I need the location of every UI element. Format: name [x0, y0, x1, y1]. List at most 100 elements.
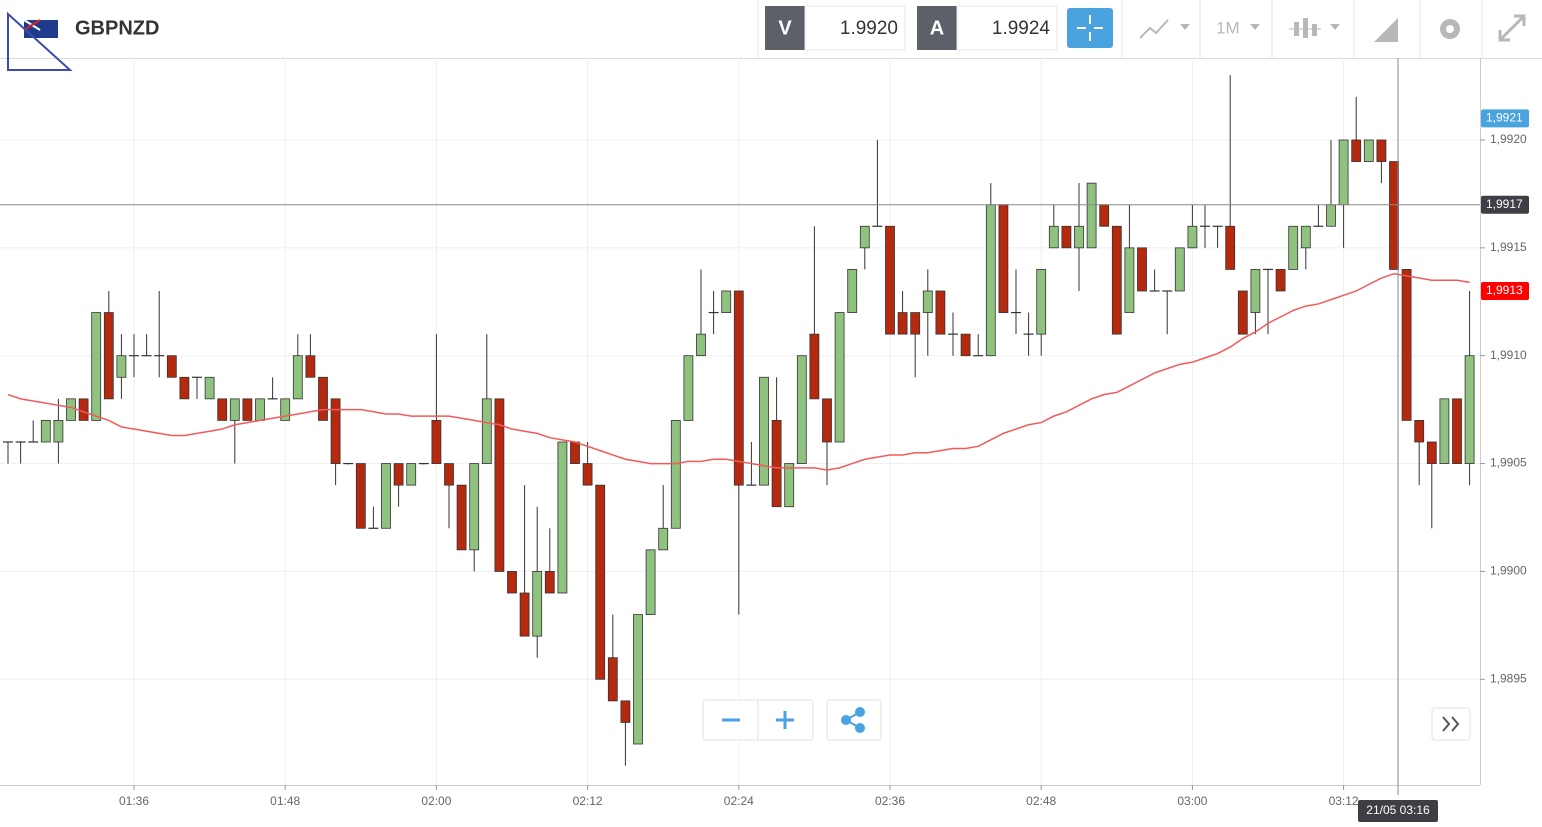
- toolbar-icons[interactable]: [1139, 14, 1526, 42]
- candle-body: [330, 398, 341, 464]
- candle-body: [91, 312, 102, 421]
- buy-label: A: [930, 17, 944, 39]
- candle-body: [1426, 441, 1437, 464]
- candle-body: [759, 376, 769, 486]
- symbol: GBPNZD: [75, 17, 159, 39]
- x-tick-label: 02:36: [875, 794, 905, 808]
- price-marker-label: 1,9917: [1486, 197, 1523, 211]
- candle-body: [1250, 269, 1261, 313]
- zoom-in[interactable]: [776, 711, 794, 729]
- x-tick-label: 02:00: [421, 794, 451, 808]
- flag: [7, 11, 73, 71]
- candle-body: [255, 398, 265, 421]
- x-tick-label: 02:24: [724, 794, 754, 808]
- candle-body: [280, 398, 291, 421]
- candle-body: [1338, 139, 1349, 206]
- candle-body: [103, 312, 114, 400]
- toolbar-dividers: [757, 0, 1483, 58]
- sell-price-box: [804, 5, 906, 51]
- candle-body: [1137, 247, 1147, 292]
- plot: 1,9895 1,9900 1,9905 1,9910 1,9915 1,9920 01:3…: [0, 58, 1529, 808]
- candle-body: [393, 463, 404, 486]
- y-tick-label: 1,9900: [1490, 564, 1527, 578]
- candle-body: [1351, 139, 1362, 162]
- candle-body: [78, 398, 89, 421]
- candle-body: [771, 420, 782, 508]
- x-tick-label: 03:12: [1329, 794, 1359, 808]
- crosshair-button[interactable]: [1067, 8, 1113, 48]
- moving-average: [7, 272, 1470, 471]
- timeframe[interactable]: 1M: [1216, 18, 1240, 37]
- candle-body: [1326, 204, 1336, 227]
- candle-body: [1124, 247, 1135, 313]
- candle-body: [1452, 398, 1462, 464]
- candle-body: [1061, 225, 1072, 249]
- candle-body: [519, 592, 530, 637]
- candle-body: [1187, 225, 1198, 249]
- candle-body: [834, 312, 845, 443]
- y-tick-label: 1,9895: [1490, 671, 1527, 685]
- candle-body: [570, 441, 580, 464]
- y-tick-label: 1,9915: [1490, 240, 1527, 254]
- candle-body: [582, 463, 593, 486]
- candle-body: [960, 333, 971, 357]
- candle-body: [696, 333, 706, 357]
- x-tick-label: 02:12: [573, 794, 603, 808]
- candle-body: [217, 398, 228, 421]
- x-tick-label: 02:48: [1026, 794, 1056, 808]
- candle-body: [229, 398, 240, 421]
- candle-body: [1401, 269, 1412, 421]
- share-button[interactable]: [826, 699, 882, 741]
- candle-body: [998, 204, 1009, 313]
- candle-body: [179, 376, 190, 400]
- candle-body: [1048, 225, 1059, 249]
- candle-body: [444, 463, 454, 486]
- candle-body: [1300, 225, 1311, 249]
- candle-body: [381, 463, 391, 529]
- candle-body: [796, 355, 807, 464]
- candle-body: [721, 290, 732, 313]
- candle-body: [595, 484, 606, 680]
- candle-body: [885, 225, 895, 335]
- candle-body: [985, 204, 996, 357]
- candle-body: [1439, 398, 1450, 464]
- candle-body: [40, 420, 51, 443]
- sell-button[interactable]: [765, 6, 805, 50]
- candle-body: [1288, 225, 1299, 270]
- candle-body: [456, 484, 467, 551]
- candle-body: [481, 398, 492, 464]
- x-tick-label: 03:00: [1177, 794, 1207, 808]
- candle-body: [658, 527, 669, 551]
- price-marker-label: 1,9913: [1486, 283, 1523, 297]
- scroll-end-button[interactable]: [1431, 707, 1471, 741]
- candle-body: [935, 290, 946, 335]
- candle-body: [1036, 269, 1047, 335]
- candle-body: [116, 355, 127, 378]
- candle-body: [733, 290, 744, 486]
- candle-body: [305, 355, 316, 378]
- candle-body: [1363, 139, 1374, 162]
- candle-body: [292, 355, 303, 400]
- candle-body: [431, 420, 442, 464]
- candle-body: [1099, 204, 1110, 227]
- candle-body: [507, 571, 517, 594]
- y-tick-label: 1,9910: [1490, 348, 1527, 362]
- candle-body: [670, 420, 681, 529]
- candle-body: [242, 398, 253, 421]
- candle-body: [1086, 182, 1097, 249]
- candle-body: [645, 549, 656, 615]
- price-marker: [1481, 195, 1529, 214]
- x-tick-label: 01:36: [119, 794, 149, 808]
- candle-body: [897, 312, 908, 335]
- price-marker: [1481, 281, 1529, 300]
- candle-body: [607, 657, 618, 702]
- candle-body: [1074, 225, 1084, 249]
- candle-body: [1174, 247, 1185, 292]
- candle-body: [922, 290, 933, 313]
- candle-body: [469, 463, 480, 551]
- buy-button[interactable]: [917, 6, 957, 50]
- candle-body: [1464, 355, 1475, 464]
- candle-body: [406, 463, 417, 486]
- candle-body: [1275, 269, 1286, 292]
